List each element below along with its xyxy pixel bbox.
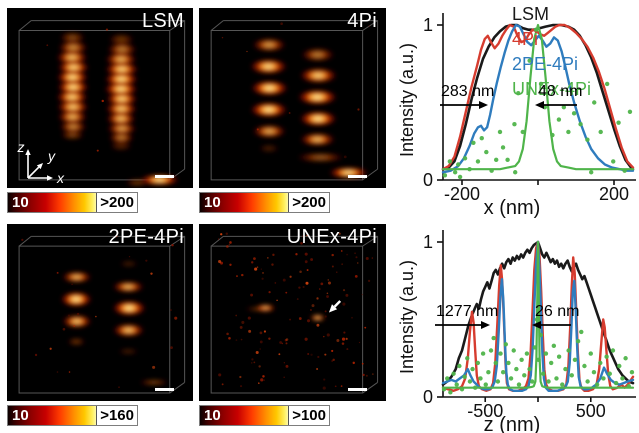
colorbar-max-value: >200 (96, 193, 137, 212)
legend-entry-4Pi: 4Pi (512, 29, 538, 49)
4pi-volume-rendering (210, 20, 379, 181)
legend-entry-UNEx-4Pi: UNEx-4Pi (512, 79, 591, 99)
colorbar-gradient: 10 (8, 193, 97, 212)
svg-text:1277 nm: 1277 nm (436, 303, 498, 320)
colorbar-gradient: 10 (8, 406, 97, 425)
panel-label-unex-4pi: UNEx-4Pi (286, 226, 377, 248)
series-4Pi (441, 23, 635, 171)
colorbar-max-value: >100 (288, 406, 329, 425)
fluorescence-blobs (249, 37, 369, 179)
svg-text:1: 1 (423, 232, 433, 252)
colorbar-gradient: 10 (200, 406, 289, 425)
microscopy-panel-unex-4pi: UNEx-4Pi (199, 224, 386, 401)
svg-text:500: 500 (576, 401, 606, 421)
noise-dots (217, 232, 374, 390)
scale-bar (348, 388, 367, 391)
svg-text:283 nm: 283 nm (441, 83, 494, 100)
svg-text:-500: -500 (467, 401, 503, 421)
svg-text:26 nm: 26 nm (535, 303, 579, 320)
y-axis-label: Intensity (a.u.) (397, 260, 417, 374)
colorbar-max-value: >160 (96, 406, 137, 425)
svg-text:200: 200 (599, 184, 629, 204)
fluorescence-blobs (244, 304, 326, 322)
annotation: 26 nm (532, 303, 579, 330)
microscopy-panel-4pi: 4Pi (199, 8, 386, 188)
fluorescence-blobs (60, 260, 169, 386)
panel-label-4pi: 4Pi (347, 10, 377, 32)
pointer-arrow (328, 300, 342, 313)
colorbar-max-value: >200 (288, 193, 329, 212)
colorbar-min-value: 10 (204, 193, 221, 211)
annotation: 48 nm (535, 83, 582, 110)
x-axis-label: x (nm) (484, 197, 541, 219)
svg-text:x: x (56, 170, 65, 186)
series-LSM (441, 240, 635, 386)
wireframe-box (18, 235, 186, 394)
svg-text:1: 1 (423, 15, 433, 35)
lsm-volume-rendering: z yx (17, 20, 186, 187)
svg-text:48 nm: 48 nm (538, 83, 582, 100)
svg-text:y: y (47, 148, 56, 164)
colorbar-min-value: 10 (204, 406, 221, 424)
2pe-4pi-volume-rendering (18, 234, 186, 394)
svg-text:0: 0 (423, 170, 433, 190)
annotation: 1277 nm (435, 303, 498, 330)
noise-dots (46, 28, 109, 152)
scale-bar (155, 175, 174, 178)
svg-text:z: z (17, 139, 25, 155)
scatter-dots (442, 27, 633, 180)
svg-text:0: 0 (423, 387, 433, 407)
series-UNEx-4Pi (441, 240, 635, 389)
axes: -200 200 0 1 x (nm) Intensity (a.u.) (397, 13, 636, 219)
y-axis-label: Intensity (a.u.) (397, 43, 417, 157)
series-UNEx-4Pi (441, 23, 635, 171)
colorbar-lsm: 10 >200 (7, 192, 138, 213)
panel-label-2pe-4pi: 2PE-4Pi (108, 226, 184, 248)
fluorescence-blobs (56, 31, 180, 187)
wireframe-box (210, 20, 379, 181)
wireframe-box (210, 235, 379, 394)
x-axis-label: z (nm) (484, 414, 541, 433)
scale-bar (348, 175, 367, 178)
colorbar-2pe-4pi: 10 >160 (7, 405, 138, 426)
noise-dots (221, 22, 371, 159)
scale-bar (155, 388, 174, 391)
annotation: 283 nm (440, 83, 494, 110)
z-intensity-profile-chart: -500 500 0 1 z (nm) Intensity (a.u.) 1277 nm 26… (397, 230, 636, 433)
panel-label-lsm: LSM (141, 10, 184, 32)
axis-orientation-tripod: z yx (17, 139, 66, 186)
colorbar-gradient: 10 (200, 193, 289, 212)
scatter-dots (441, 317, 635, 395)
colorbar-4pi: 10 >200 (199, 192, 330, 213)
svg-text:-200: -200 (444, 184, 480, 204)
microscopy-panel-2pe-4pi: 2PE-4Pi (7, 224, 193, 401)
x-intensity-profile-chart: -200 200 0 1 x (nm) Intensity (a.u.) LSM 4Pi 2PE… (397, 4, 636, 219)
legend: LSM 4Pi 2PE-4Pi UNEx-4Pi (512, 4, 591, 99)
noise-dots (21, 234, 178, 388)
colorbar-unex-4pi: 10 >100 (199, 405, 330, 426)
legend-entry-LSM: LSM (512, 4, 549, 24)
axes: -500 500 0 1 z (nm) Intensity (a.u.) (397, 230, 636, 433)
colorbar-min-value: 10 (12, 406, 29, 424)
legend-entry-2PE-4Pi: 2PE-4Pi (512, 54, 578, 74)
unex-4pi-volume-rendering (210, 232, 379, 394)
colorbar-min-value: 10 (12, 193, 29, 211)
